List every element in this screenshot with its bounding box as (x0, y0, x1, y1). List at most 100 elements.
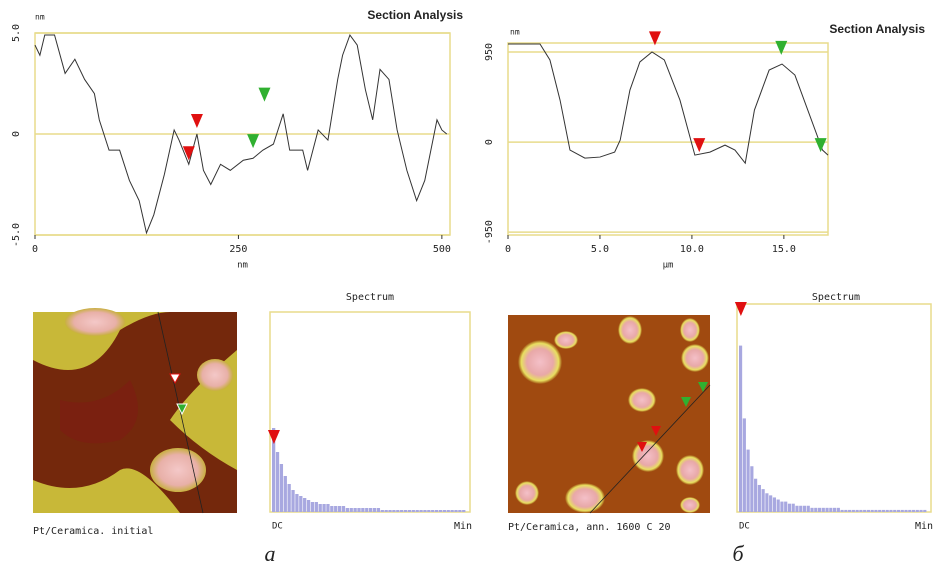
spectrum-bar (776, 499, 780, 512)
spectrum-bar (334, 506, 338, 512)
spectrum-bar (326, 504, 330, 512)
spectrum-bar (322, 504, 326, 512)
cursor (176, 403, 188, 416)
spectrum-bar (291, 490, 295, 512)
spectrum-bar (400, 510, 404, 512)
dark-region (60, 380, 138, 444)
spectrum-bar (376, 508, 381, 512)
spectrum-bar (893, 509, 897, 512)
spectrum-bar (750, 466, 754, 512)
spectrum-bar (769, 495, 773, 512)
spectrum-bar (772, 497, 776, 512)
spectrum-bar (462, 510, 466, 512)
cursor-marker (190, 113, 203, 128)
grain (518, 340, 562, 384)
spectrum-bar (806, 505, 810, 512)
spectrum-bar (825, 507, 829, 512)
y-tick-label: -5.0 (11, 223, 22, 247)
x-label-right: Min (915, 521, 933, 532)
spectrum-bar (303, 498, 307, 512)
spectrum-bar (923, 509, 927, 512)
grain (554, 331, 578, 349)
spectrum-bar (908, 509, 912, 512)
spectrum-bar (458, 510, 462, 512)
cursor (681, 397, 691, 407)
spectrum-bar (318, 504, 322, 512)
spectrum-bar (881, 509, 886, 512)
panel-label: a (265, 541, 276, 566)
spectrum-bar (802, 505, 807, 512)
spectrum-bar (283, 476, 287, 512)
spectrum-bar (765, 493, 769, 512)
spectrum-bar (859, 509, 863, 512)
image-caption: Pt/Ceramica. initial (33, 526, 153, 537)
cursor (651, 426, 661, 436)
grain (632, 440, 664, 472)
spectrum-bar (384, 510, 388, 512)
spectrum-bar (295, 494, 299, 512)
spectrum-bar (310, 502, 315, 512)
image-caption: Pt/Ceramica, ann. 1600 C 20 (508, 522, 671, 533)
x-label-right: Min (454, 521, 472, 532)
spectrum-bar (900, 509, 904, 512)
spectrum-bar (431, 510, 435, 512)
spectrum-bar (911, 509, 916, 512)
afm-image-a (33, 308, 237, 514)
spectrum-bar (349, 508, 353, 512)
spectrum-bar (446, 510, 450, 512)
cursor-marker (258, 87, 271, 102)
x-tick-label: 5.0 (591, 244, 609, 255)
spectrum-bar (844, 509, 848, 512)
cursor (637, 442, 647, 452)
cursor-marker (267, 430, 280, 444)
spectrum-bar (345, 508, 349, 512)
cursor-marker (775, 40, 788, 55)
spectrum-bar (757, 484, 761, 512)
spectrum-bar (423, 510, 427, 512)
x-tick-label: 10.0 (680, 244, 704, 255)
x-tick-label: 15.0 (772, 244, 796, 255)
spectrum-bar (275, 452, 280, 512)
spectrum-bar (791, 503, 795, 512)
cursor-marker (182, 146, 195, 161)
chart-title: Spectrum (812, 292, 860, 303)
spectrum-bar (855, 509, 859, 512)
spectrum-bar (396, 510, 400, 512)
spectrum-bar (341, 506, 346, 512)
spectrum-bar (330, 506, 334, 512)
spectrum-bar (784, 501, 788, 512)
cursor-marker (814, 138, 827, 153)
panel-label: б (732, 541, 744, 566)
grain (65, 308, 125, 336)
cursor (698, 382, 708, 392)
spectrum-bar (821, 507, 825, 512)
spectrum-bar (427, 510, 431, 512)
spectrum-bar (411, 510, 415, 512)
spectrum-bar (357, 508, 361, 512)
spectrum-bar (415, 510, 419, 512)
x-tick-label: 0 (505, 244, 511, 255)
grain (197, 359, 233, 391)
spectrum-bar (754, 478, 758, 512)
spectrum-bar (442, 510, 446, 512)
spectrum-bar (889, 509, 893, 512)
spectrum-bar (866, 509, 870, 512)
spectrum-bar (761, 489, 765, 512)
cursor-marker (247, 134, 260, 149)
grain (565, 483, 605, 513)
spectrum-bar (814, 507, 818, 512)
cursor-marker (648, 31, 661, 46)
spectrum-bar (306, 500, 311, 512)
spectrum-bar (833, 507, 837, 512)
spectrum-bar (829, 507, 833, 512)
x-label-left: DC (272, 522, 283, 532)
spectrum-bar (434, 510, 439, 512)
y-tick-label: 5.0 (11, 24, 22, 42)
spectrum-bar (369, 508, 373, 512)
profile-line (508, 43, 829, 165)
spectrum-bar (919, 509, 923, 512)
spectrum-bar (874, 509, 878, 512)
spectrum-bar (795, 505, 799, 512)
spectrum-bar (279, 464, 284, 512)
spectrum-bar (885, 509, 889, 512)
